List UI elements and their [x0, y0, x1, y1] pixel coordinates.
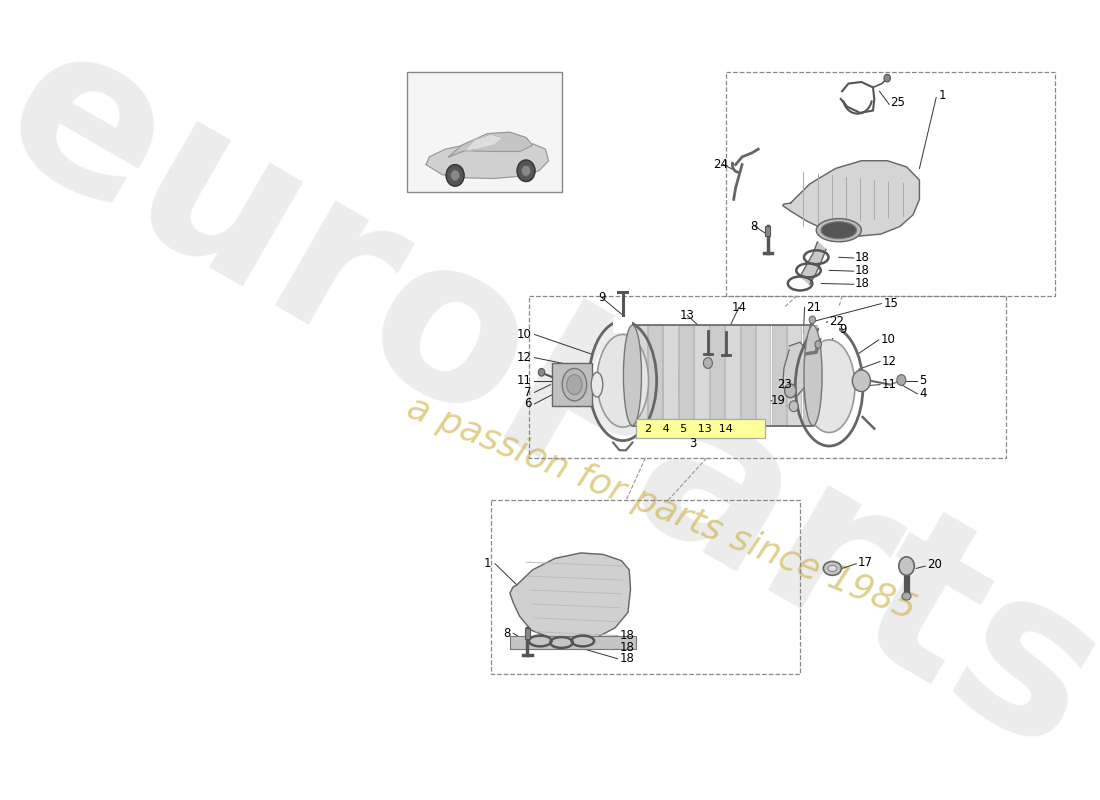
Bar	[726, 72, 1055, 296]
Polygon shape	[800, 242, 826, 284]
Ellipse shape	[902, 592, 911, 600]
Bar	[510, 635, 636, 650]
Text: 2   4   5   13  14: 2 4 5 13 14	[646, 424, 734, 434]
Text: 18: 18	[619, 641, 635, 654]
Circle shape	[884, 74, 890, 82]
Circle shape	[896, 374, 906, 386]
Text: 1: 1	[938, 89, 946, 102]
Circle shape	[517, 160, 535, 182]
Text: 18: 18	[855, 277, 870, 290]
Polygon shape	[426, 142, 549, 178]
Circle shape	[815, 341, 822, 348]
Circle shape	[703, 358, 713, 369]
Bar	[491, 501, 800, 674]
Text: 15: 15	[883, 297, 899, 310]
Text: 21: 21	[806, 301, 822, 314]
Bar	[725, 325, 739, 426]
Bar	[648, 325, 662, 426]
Text: 12: 12	[516, 351, 531, 364]
Bar	[788, 325, 802, 426]
Polygon shape	[783, 161, 920, 237]
Text: 20: 20	[927, 558, 942, 571]
Ellipse shape	[591, 372, 603, 397]
Circle shape	[789, 401, 799, 412]
Polygon shape	[510, 553, 630, 641]
Ellipse shape	[566, 374, 582, 394]
Bar	[772, 325, 785, 426]
Bar	[740, 325, 755, 426]
Bar	[694, 325, 708, 426]
FancyBboxPatch shape	[636, 419, 766, 438]
Polygon shape	[449, 132, 532, 157]
Bar	[632, 325, 813, 426]
Bar	[663, 325, 678, 426]
Text: 19: 19	[771, 394, 786, 406]
Ellipse shape	[562, 369, 586, 401]
Circle shape	[852, 370, 870, 391]
Bar	[529, 296, 1006, 458]
Text: 11: 11	[882, 378, 896, 391]
Ellipse shape	[624, 325, 641, 426]
Circle shape	[784, 384, 796, 398]
Text: 12: 12	[882, 355, 896, 368]
Ellipse shape	[821, 222, 857, 238]
Text: 18: 18	[619, 652, 635, 666]
Text: 9: 9	[839, 322, 846, 335]
Circle shape	[810, 316, 815, 324]
Circle shape	[521, 166, 530, 176]
Polygon shape	[783, 342, 808, 396]
Text: 8: 8	[750, 220, 758, 233]
Circle shape	[451, 170, 460, 181]
Text: 5: 5	[920, 374, 927, 387]
Text: 13: 13	[680, 309, 695, 322]
Bar	[552, 363, 592, 406]
Text: 18: 18	[855, 250, 870, 264]
Ellipse shape	[804, 325, 822, 426]
Ellipse shape	[803, 340, 855, 433]
Ellipse shape	[816, 218, 861, 242]
Text: 9: 9	[597, 291, 605, 304]
Text: 6: 6	[524, 398, 531, 410]
Bar	[803, 325, 817, 426]
Text: a passion for parts since 1985: a passion for parts since 1985	[402, 390, 921, 626]
Text: 25: 25	[890, 96, 905, 110]
Bar	[679, 325, 693, 426]
Text: 23: 23	[778, 378, 792, 391]
Text: 10: 10	[516, 328, 531, 341]
Text: 3: 3	[689, 437, 696, 450]
Bar	[613, 318, 632, 333]
Text: 10: 10	[881, 334, 895, 346]
Text: 1: 1	[484, 558, 492, 570]
Bar	[710, 325, 724, 426]
Bar	[407, 72, 561, 192]
Bar	[525, 628, 530, 638]
Text: 8: 8	[504, 626, 510, 640]
Bar	[757, 325, 770, 426]
Text: 7: 7	[524, 386, 531, 399]
Circle shape	[538, 369, 544, 376]
Circle shape	[447, 165, 464, 186]
Bar	[632, 325, 647, 426]
Text: 11: 11	[516, 374, 531, 387]
Text: 4: 4	[920, 387, 927, 401]
Bar	[766, 226, 770, 236]
Text: 14: 14	[732, 301, 747, 314]
Text: 18: 18	[619, 629, 635, 642]
Polygon shape	[465, 134, 504, 150]
Text: 17: 17	[858, 556, 872, 569]
Text: 22: 22	[829, 315, 844, 328]
Text: 18: 18	[855, 264, 870, 277]
Ellipse shape	[597, 334, 649, 427]
Text: 24: 24	[713, 158, 728, 171]
Bar	[820, 323, 839, 338]
Ellipse shape	[823, 562, 842, 575]
Ellipse shape	[899, 557, 914, 575]
Ellipse shape	[828, 566, 837, 571]
